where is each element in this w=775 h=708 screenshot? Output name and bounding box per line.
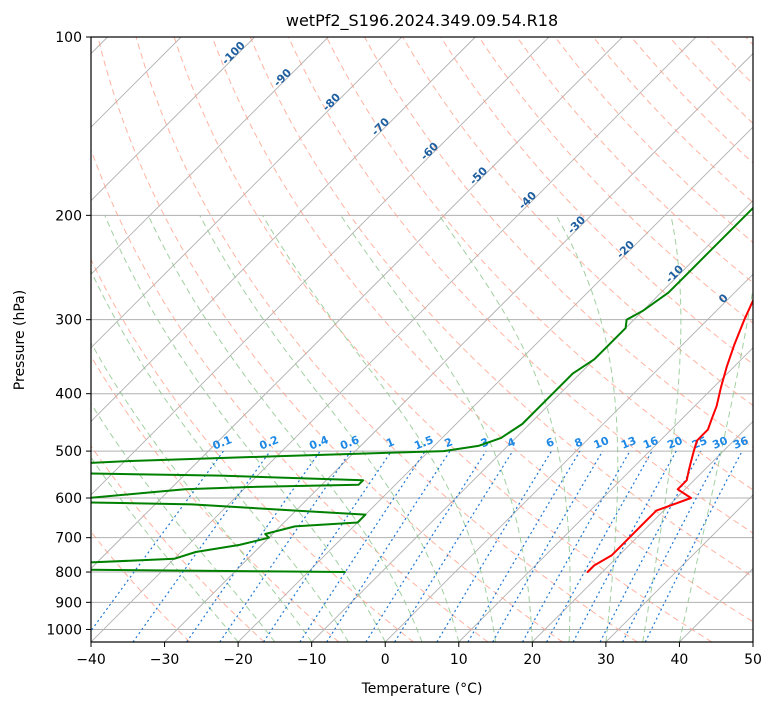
mixing-ratio-line xyxy=(299,450,426,642)
isotherm-line xyxy=(384,273,753,642)
dry-adiabat-line xyxy=(97,37,563,642)
mixing-ratio-label: 10 xyxy=(592,434,611,452)
isotherm-line xyxy=(752,641,753,642)
mixing-ratio-line xyxy=(492,450,604,642)
mixing-ratio-label: 2 xyxy=(443,435,455,450)
y-axis-title: Pressure (hPa) xyxy=(12,290,28,390)
x-tick-label: 10 xyxy=(450,652,468,668)
mixing-ratio-label: 30 xyxy=(711,434,730,452)
mixing-ratio-line xyxy=(467,450,581,642)
y-tick-label: 1000 xyxy=(46,622,82,638)
mixing-ratio-line xyxy=(622,450,722,642)
mixing-ratio-line xyxy=(394,450,514,642)
x-tick-label: −30 xyxy=(150,652,180,668)
mixing-ratio-label: 1 xyxy=(384,435,396,450)
isotherm-line xyxy=(532,420,753,642)
mixing-ratio-line xyxy=(436,450,553,642)
y-tick-label: 400 xyxy=(55,387,82,403)
isotherm-line xyxy=(237,126,753,642)
dry-adiabat-line xyxy=(135,37,638,642)
dry-adiabat-line xyxy=(478,37,753,324)
x-tick-label: −20 xyxy=(223,652,253,668)
dry-adiabat-line xyxy=(91,445,265,642)
plot-background xyxy=(91,37,753,642)
mixing-ratio-line xyxy=(599,450,702,642)
dry-adiabat-line xyxy=(287,37,753,534)
mixing-ratio-line xyxy=(521,450,631,642)
moist-adiabat-line xyxy=(91,456,239,642)
y-tick-label: 800 xyxy=(55,565,82,581)
x-tick-label: 20 xyxy=(523,652,541,668)
plot-frame xyxy=(90,36,754,643)
mixing-ratio-label: 36 xyxy=(731,434,750,452)
y-tick-label: 200 xyxy=(55,208,82,224)
mixing-ratio-label: 16 xyxy=(641,434,660,452)
x-tick-label: 0 xyxy=(381,652,390,668)
y-tick-label: 600 xyxy=(55,491,82,507)
mixing-ratio-line xyxy=(219,450,352,642)
isotherm-line xyxy=(91,37,623,570)
moist-adiabat-line xyxy=(91,341,313,642)
moist-adiabat-line xyxy=(340,215,533,642)
isotherm-line xyxy=(91,37,550,496)
y-tick-label: 300 xyxy=(55,313,82,329)
mixing-ratio-label: 13 xyxy=(619,434,638,452)
moist-adiabat-line xyxy=(147,215,423,642)
mixing-ratio-line xyxy=(132,450,271,642)
y-tick-label: 500 xyxy=(55,444,82,460)
temperature-profile-line xyxy=(586,298,753,573)
dewpoint-profile-line xyxy=(91,206,753,573)
moist-adiabat-line xyxy=(91,269,349,642)
dry-adiabat-line xyxy=(592,37,753,204)
axes: −40 −30 −20 −10 0 10 20 30 40 50 100 200 300 400 500 60… xyxy=(46,30,762,668)
x-tick-label: 30 xyxy=(597,652,615,668)
isotherm-line xyxy=(91,37,329,275)
mixing-ratio-line xyxy=(644,450,743,642)
dry-adiabat-line xyxy=(326,37,753,491)
dry-adiabat-line xyxy=(91,258,414,642)
moist-adiabat-line xyxy=(262,215,497,642)
mixing-ratio-label: 20 xyxy=(665,434,684,452)
moist-adiabat-line xyxy=(91,402,276,642)
moist-adiabat-line xyxy=(104,215,386,642)
isotherm-line xyxy=(91,37,255,202)
x-tick-label: 40 xyxy=(671,652,689,668)
y-tick-label: 700 xyxy=(55,531,82,547)
y-tick-label: 900 xyxy=(55,595,82,611)
profile-series xyxy=(91,206,753,573)
mixing-ratio-line xyxy=(262,450,392,642)
isotherm-line xyxy=(164,52,753,642)
dry-adiabat-line xyxy=(249,37,753,578)
dry-adiabat-line xyxy=(211,37,753,623)
isotherm-label: 10 xyxy=(763,313,775,333)
mixing-ratio-line xyxy=(572,450,677,642)
moist-adiabat-line xyxy=(438,215,571,642)
x-tick-label: −40 xyxy=(76,652,106,668)
dry-adiabat-line xyxy=(173,37,713,642)
moist-adiabat-line xyxy=(199,215,460,642)
x-tick-label: 50 xyxy=(744,652,762,668)
background-lines xyxy=(91,37,753,642)
mixing-ratio-line xyxy=(546,450,653,642)
y-tick-label: 100 xyxy=(55,30,82,46)
isotherm-line xyxy=(91,37,476,422)
isotherm-line xyxy=(458,347,753,642)
dry-adiabat-line xyxy=(630,37,753,164)
isotherm-line xyxy=(91,37,403,349)
x-tick-label: −10 xyxy=(297,652,327,668)
moist-adiabat-line xyxy=(555,215,619,642)
dry-adiabat-line xyxy=(402,37,753,407)
isotherm-line xyxy=(605,494,753,642)
mixing-ratio-line xyxy=(186,450,321,642)
moist-adiabat-line xyxy=(678,285,753,642)
chart-title: wetPf2_S196.2024.349.09.54.R18 xyxy=(286,11,558,31)
mixing-ratio-label: 8 xyxy=(573,435,585,450)
x-axis-title: Temperature (°C) xyxy=(361,681,483,697)
